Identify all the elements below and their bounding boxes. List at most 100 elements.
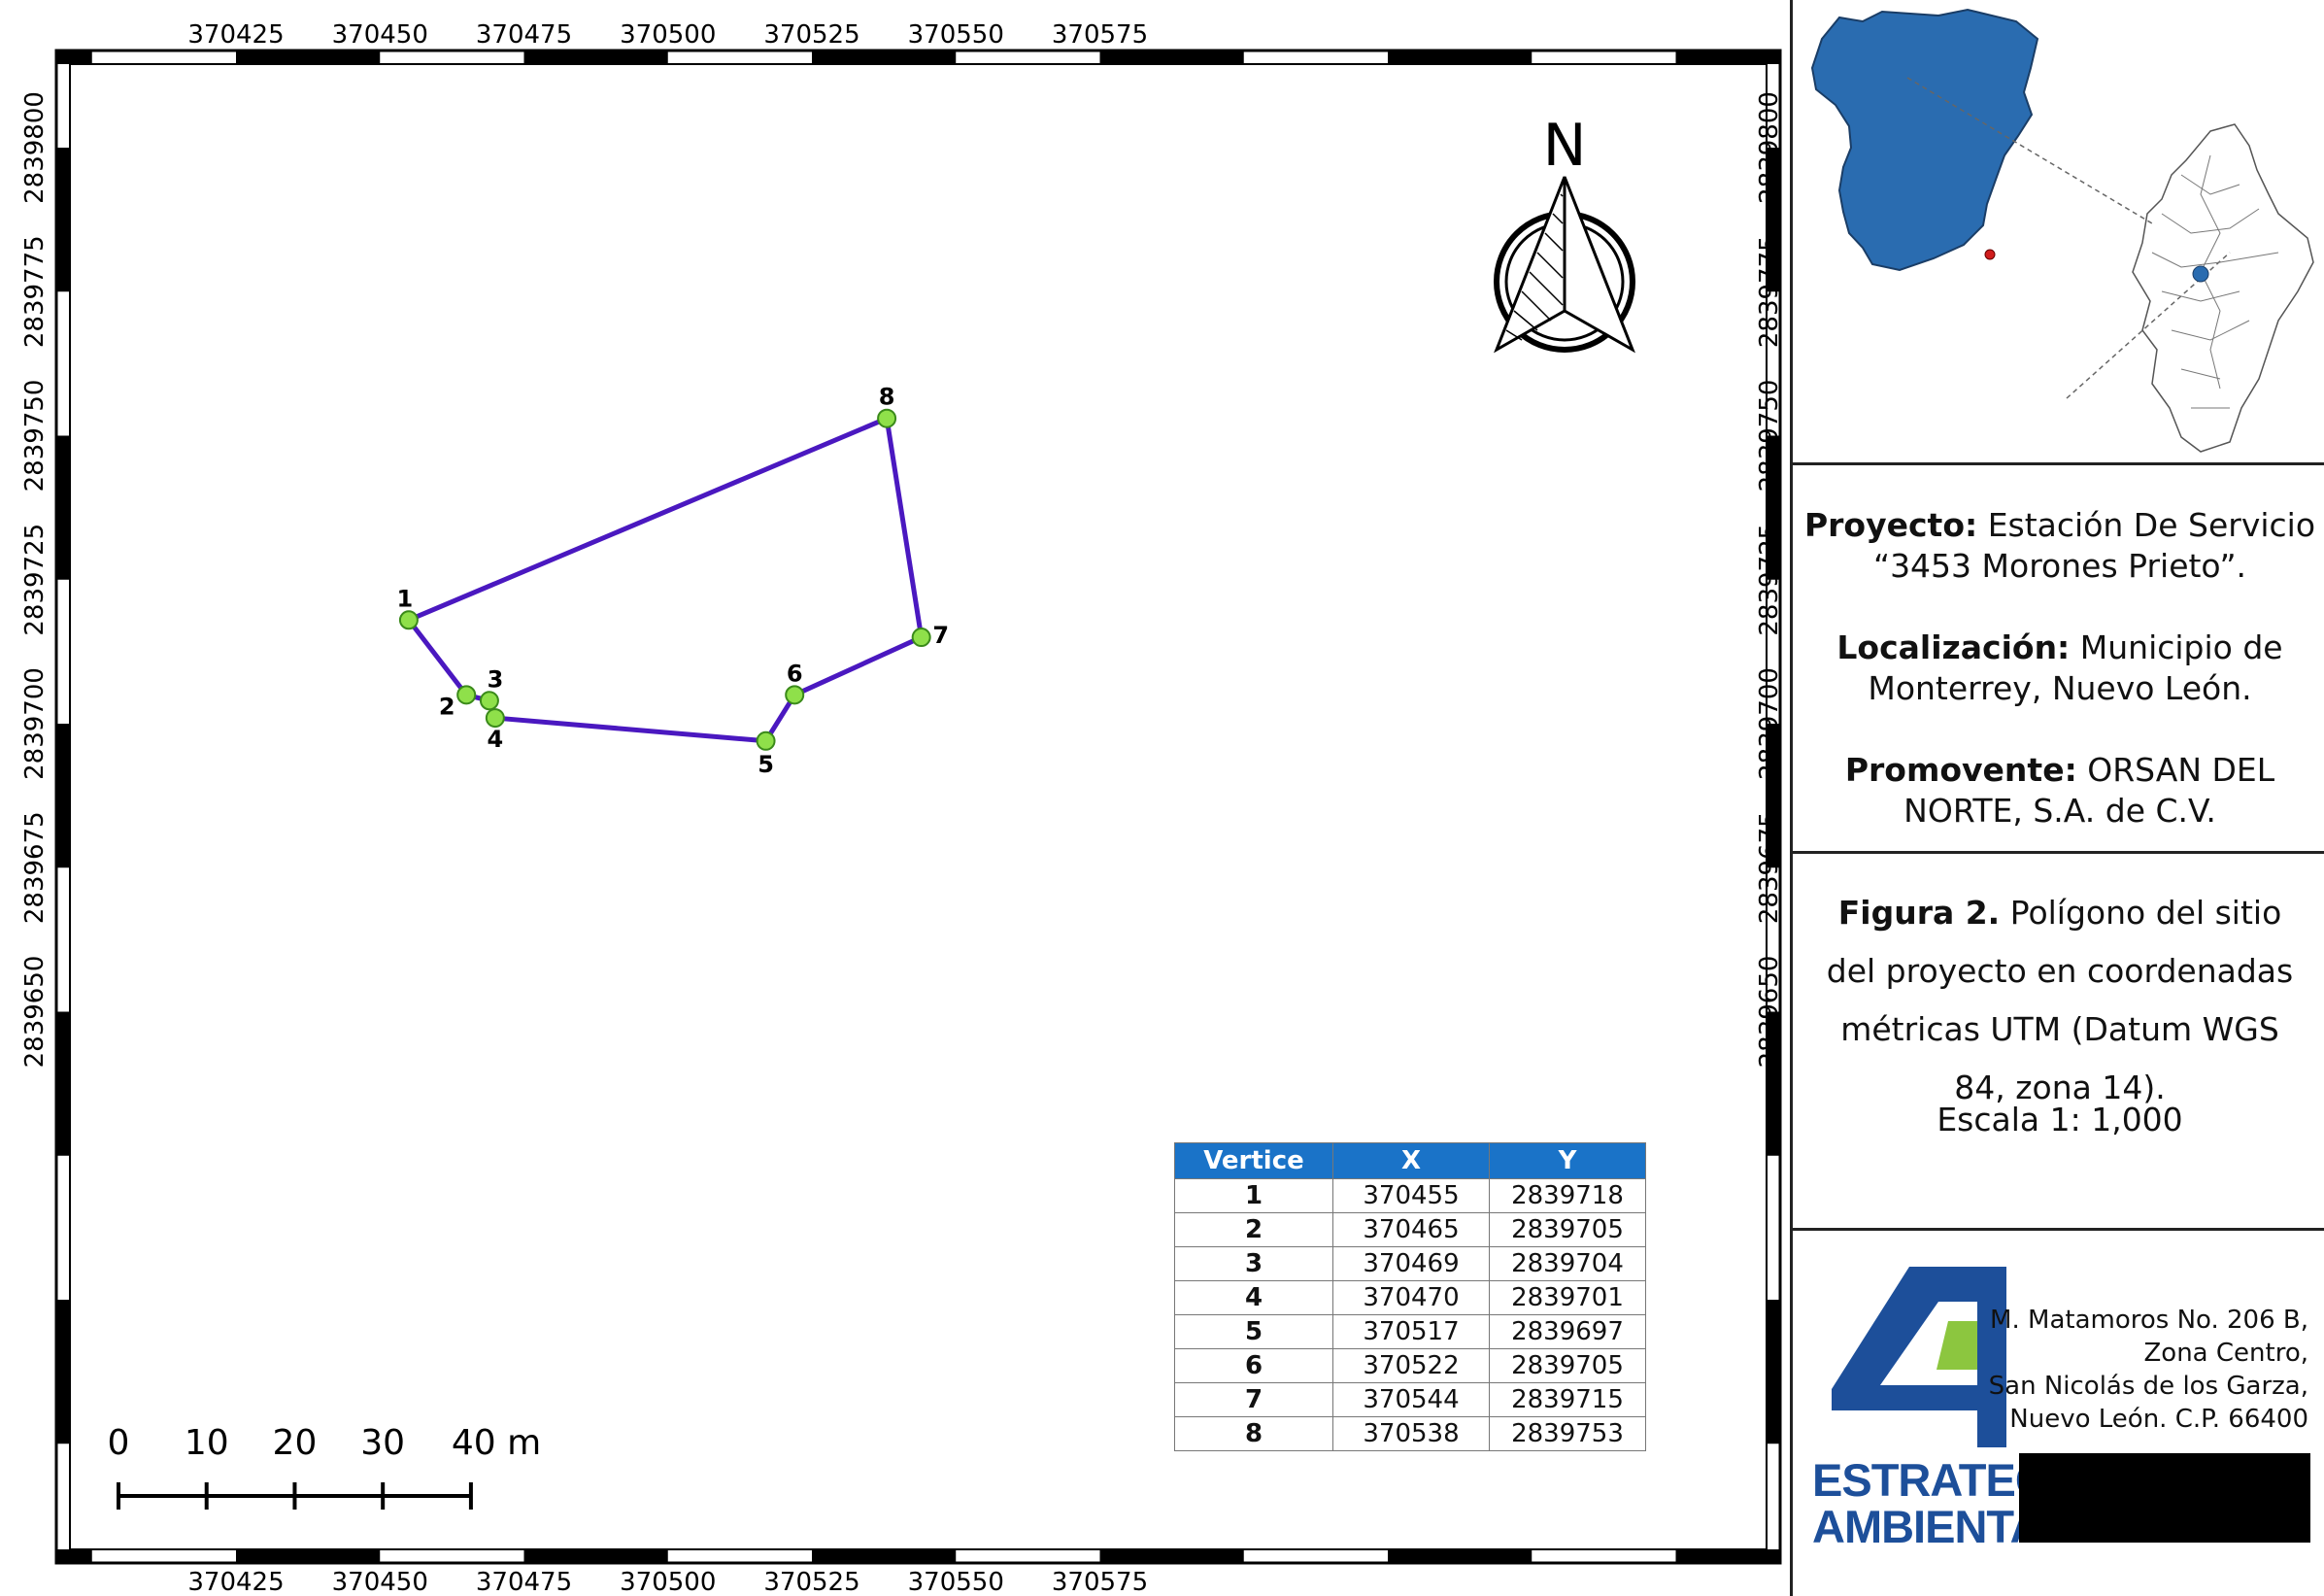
border-segment bbox=[523, 51, 668, 64]
border-segment bbox=[56, 51, 92, 64]
figure-caption-text: Polígono del sitio del proyecto en coord… bbox=[1826, 894, 2294, 1106]
border-segment bbox=[236, 51, 381, 64]
border-segment bbox=[236, 1549, 381, 1563]
vertex-number-cell: 1 bbox=[1174, 1178, 1333, 1213]
y-coordinate-cell: 2839753 bbox=[1489, 1416, 1646, 1451]
northing-tick-label: 2839700 bbox=[20, 667, 50, 780]
vertex-label: 8 bbox=[879, 384, 895, 411]
northing-tick-label: 2839675 bbox=[20, 811, 50, 924]
border-segment bbox=[1767, 1011, 1780, 1156]
border-segment bbox=[1675, 51, 1780, 64]
location-label: Localización: bbox=[1836, 628, 2071, 666]
northing-tick-label: 2839725 bbox=[1755, 524, 1784, 636]
address-line: Zona Centro, bbox=[2143, 1339, 2308, 1368]
zoom-connector-top bbox=[1906, 77, 2153, 224]
border-segment bbox=[56, 724, 70, 868]
table-row: 1 370455 2839718 bbox=[1174, 1178, 1646, 1213]
scale-bar-label: 0 bbox=[108, 1423, 130, 1463]
vertex-number-cell: 8 bbox=[1174, 1416, 1333, 1451]
scale-text: Escala 1: 1,000 bbox=[1937, 1101, 2183, 1138]
border-segment bbox=[1767, 148, 1780, 292]
border-segment bbox=[56, 1011, 70, 1156]
table-row: 5 370517 2839697 bbox=[1174, 1314, 1646, 1349]
y-coordinate-cell: 2839715 bbox=[1489, 1382, 1646, 1417]
easting-tick-label: 370550 bbox=[908, 1568, 1004, 1596]
column-header-x: X bbox=[1332, 1142, 1490, 1179]
scale-bar-label: 20 bbox=[273, 1423, 318, 1463]
easting-tick-label: 370500 bbox=[620, 1568, 716, 1596]
border-segment bbox=[1099, 1549, 1244, 1563]
northing-tick-label: 2839650 bbox=[1755, 956, 1784, 1069]
address-line: San Nicolás de los Garza, bbox=[1988, 1372, 2308, 1401]
northing-tick-label: 2839775 bbox=[1755, 235, 1784, 348]
easting-tick-label: 370475 bbox=[476, 1568, 572, 1596]
vertex-point bbox=[479, 691, 499, 711]
column-header-y: Y bbox=[1489, 1142, 1646, 1179]
easting-tick-label: 370475 bbox=[476, 20, 572, 50]
project-info: Proyecto: Estación De Servicio “3453 Mor… bbox=[1793, 505, 2324, 872]
y-coordinate-cell: 2839705 bbox=[1489, 1212, 1646, 1247]
vertex-point bbox=[456, 685, 477, 705]
scale-bar-label: 40 m bbox=[452, 1423, 541, 1463]
border-segment bbox=[56, 1300, 70, 1444]
y-coordinate-cell: 2839697 bbox=[1489, 1314, 1646, 1349]
map-border bbox=[54, 49, 1782, 1565]
address-line: M. Matamoros No. 206 B, bbox=[1990, 1306, 2308, 1335]
northing-tick-label: 2839800 bbox=[20, 91, 50, 204]
table-row: 2 370465 2839705 bbox=[1174, 1212, 1646, 1247]
vertex-number-cell: 7 bbox=[1174, 1382, 1333, 1417]
figure-label: Figura 2. bbox=[1837, 894, 2001, 932]
border-segment bbox=[56, 435, 70, 580]
vertex-point bbox=[485, 708, 505, 729]
northing-tick-label: 2839675 bbox=[1755, 811, 1784, 924]
easting-tick-label: 370575 bbox=[1052, 20, 1148, 50]
address-line: Nuevo León. C.P. 66400 bbox=[2009, 1405, 2308, 1434]
x-coordinate-cell: 370544 bbox=[1332, 1382, 1490, 1417]
promoter-line: Promovente: ORSAN DEL NORTE, S.A. de C.V… bbox=[1793, 750, 2324, 832]
easting-tick-label: 370525 bbox=[763, 20, 859, 50]
municipality-shape bbox=[1810, 8, 2039, 272]
company-address: M. Matamoros No. 206 B, Zona Centro, San… bbox=[1988, 1304, 2308, 1436]
vertex-label: 1 bbox=[397, 585, 414, 612]
promoter-value: ORSAN DEL NORTE, S.A. de C.V. bbox=[1903, 751, 2275, 830]
project-label: Proyecto: bbox=[1803, 506, 1978, 544]
easting-tick-label: 370500 bbox=[620, 20, 716, 50]
vertex-number-cell: 6 bbox=[1174, 1348, 1333, 1383]
vertex-number-cell: 5 bbox=[1174, 1314, 1333, 1349]
border-segment bbox=[1099, 51, 1244, 64]
y-coordinate-cell: 2839705 bbox=[1489, 1348, 1646, 1383]
side-panel: Proyecto: Estación De Servicio “3453 Mor… bbox=[1790, 0, 2324, 1596]
x-coordinate-cell: 370455 bbox=[1332, 1178, 1490, 1213]
northing-tick-label: 2839800 bbox=[1755, 91, 1784, 204]
project-value: Estación De Servicio “3453 Morones Priet… bbox=[1872, 506, 2316, 585]
site-location-dot bbox=[1984, 249, 1996, 260]
vertex-number-cell: 4 bbox=[1174, 1280, 1333, 1315]
easting-tick-label: 370550 bbox=[908, 20, 1004, 50]
location-value: Municipio de Monterrey, Nuevo León. bbox=[1868, 628, 2283, 707]
vertex-label: 2 bbox=[439, 693, 455, 720]
border-segment bbox=[1767, 724, 1780, 868]
vertex-point bbox=[756, 730, 776, 751]
vertex-label: 4 bbox=[487, 726, 503, 753]
column-header-vertice: Vertice bbox=[1174, 1142, 1333, 1179]
project-line: Proyecto: Estación De Servicio “3453 Mor… bbox=[1793, 505, 2324, 587]
vertex-label: 3 bbox=[488, 665, 504, 693]
x-coordinate-cell: 370470 bbox=[1332, 1280, 1490, 1315]
x-coordinate-cell: 370517 bbox=[1332, 1314, 1490, 1349]
northing-tick-label: 2839750 bbox=[20, 380, 50, 492]
vertex-label: 5 bbox=[758, 751, 774, 778]
coordinate-ticks: 3704253704253704503704503704753704753705… bbox=[20, 20, 1784, 1596]
border-segment bbox=[1767, 1300, 1780, 1444]
site-polygon: 1 2 3 4 5 6 7 8 bbox=[397, 384, 949, 778]
easting-tick-label: 370525 bbox=[763, 1568, 859, 1596]
panel-divider bbox=[1793, 462, 2324, 465]
easting-tick-label: 370450 bbox=[332, 1568, 428, 1596]
easting-tick-label: 370575 bbox=[1052, 1568, 1148, 1596]
state-outline bbox=[2132, 123, 2314, 453]
vertex-coordinate-table: Vertice X Y 1 370455 2839718 2 370465 2839705… bbox=[1174, 1142, 1646, 1451]
y-coordinate-cell: 2839718 bbox=[1489, 1178, 1646, 1213]
northing-tick-label: 2839750 bbox=[1755, 380, 1784, 492]
border-segment bbox=[1388, 51, 1532, 64]
x-coordinate-cell: 370465 bbox=[1332, 1212, 1490, 1247]
scale-bar-label: 10 bbox=[185, 1423, 229, 1463]
